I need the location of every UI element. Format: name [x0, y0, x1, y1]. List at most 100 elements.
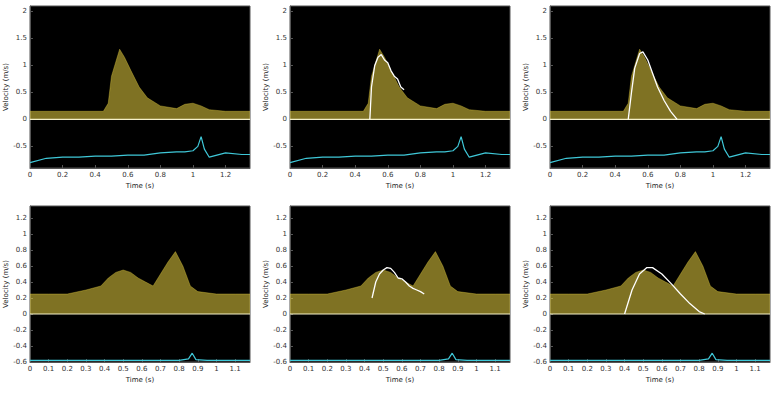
- svg-text:0.5: 0.5: [276, 88, 287, 96]
- svg-text:1: 1: [283, 230, 287, 238]
- svg-text:0.2: 0.2: [16, 294, 27, 302]
- svg-text:0.9: 0.9: [712, 365, 723, 373]
- svg-text:0.8: 0.8: [155, 171, 166, 179]
- svg-text:0.8: 0.8: [434, 365, 445, 373]
- svg-text:0.6: 0.6: [16, 262, 28, 270]
- svg-text:0.9: 0.9: [192, 365, 203, 373]
- svg-text:1: 1: [191, 171, 195, 179]
- svg-text:0.6: 0.6: [396, 365, 408, 373]
- svg-text:2: 2: [283, 7, 287, 15]
- svg-text:1: 1: [283, 61, 287, 69]
- svg-text:0.6: 0.6: [382, 171, 394, 179]
- svg-text:0.8: 0.8: [675, 171, 686, 179]
- svg-text:Velocity (m/s): Velocity (m/s): [522, 260, 530, 308]
- svg-text:1.2: 1.2: [480, 171, 491, 179]
- svg-text:0.2: 0.2: [62, 365, 73, 373]
- svg-text:-0.5: -0.5: [533, 142, 547, 150]
- svg-text:0.2: 0.2: [322, 365, 333, 373]
- svg-text:Velocity (m/s): Velocity (m/s): [262, 260, 270, 308]
- svg-text:0.8: 0.8: [276, 246, 287, 254]
- svg-text:0.5: 0.5: [378, 365, 389, 373]
- svg-text:0.6: 0.6: [656, 365, 668, 373]
- svg-text:0.9: 0.9: [452, 365, 463, 373]
- svg-text:0.5: 0.5: [118, 365, 129, 373]
- svg-text:0.1: 0.1: [43, 365, 54, 373]
- svg-text:0.1: 0.1: [303, 365, 314, 373]
- svg-text:Time (s): Time (s): [385, 182, 415, 190]
- svg-text:0.7: 0.7: [675, 365, 686, 373]
- svg-text:1.1: 1.1: [750, 365, 761, 373]
- svg-text:0.2: 0.2: [577, 171, 588, 179]
- svg-text:Velocity (m/s): Velocity (m/s): [2, 260, 10, 308]
- svg-text:Time (s): Time (s): [385, 376, 415, 384]
- svg-text:Time (s): Time (s): [645, 376, 675, 384]
- svg-text:0.2: 0.2: [317, 171, 328, 179]
- svg-text:1: 1: [543, 61, 547, 69]
- svg-text:0.6: 0.6: [276, 262, 288, 270]
- svg-text:1.5: 1.5: [16, 34, 27, 42]
- svg-text:Velocity (m/s): Velocity (m/s): [262, 63, 270, 111]
- svg-text:0: 0: [543, 115, 547, 123]
- svg-text:0.4: 0.4: [350, 171, 362, 179]
- svg-text:0.3: 0.3: [340, 365, 351, 373]
- svg-text:0: 0: [23, 310, 27, 318]
- svg-text:1.5: 1.5: [276, 34, 287, 42]
- svg-text:-0.4: -0.4: [273, 342, 287, 350]
- svg-text:-0.2: -0.2: [533, 326, 547, 334]
- svg-text:0.4: 0.4: [610, 171, 622, 179]
- svg-text:1.5: 1.5: [536, 34, 547, 42]
- svg-text:0.5: 0.5: [16, 88, 27, 96]
- svg-text:2: 2: [23, 7, 27, 15]
- svg-text:0.7: 0.7: [415, 365, 426, 373]
- svg-text:0: 0: [548, 365, 552, 373]
- svg-text:Velocity (m/s): Velocity (m/s): [2, 63, 10, 111]
- svg-text:0.2: 0.2: [536, 294, 547, 302]
- svg-text:-0.6: -0.6: [533, 358, 547, 366]
- svg-text:0.4: 0.4: [99, 365, 111, 373]
- svg-text:0.4: 0.4: [536, 278, 548, 286]
- svg-text:1.2: 1.2: [536, 214, 547, 222]
- svg-text:0: 0: [288, 171, 292, 179]
- svg-text:0: 0: [288, 365, 292, 373]
- svg-text:1.2: 1.2: [276, 214, 287, 222]
- svg-text:2: 2: [543, 7, 547, 15]
- svg-text:0.4: 0.4: [16, 278, 28, 286]
- svg-text:0.6: 0.6: [536, 262, 548, 270]
- svg-text:0.4: 0.4: [619, 365, 631, 373]
- svg-text:0.4: 0.4: [90, 171, 102, 179]
- svg-text:1: 1: [474, 365, 478, 373]
- svg-text:1: 1: [23, 61, 27, 69]
- svg-text:0.1: 0.1: [563, 365, 574, 373]
- svg-text:0: 0: [28, 171, 32, 179]
- svg-text:0.2: 0.2: [57, 171, 68, 179]
- svg-text:-0.5: -0.5: [13, 142, 27, 150]
- svg-text:0.6: 0.6: [642, 171, 654, 179]
- svg-text:0: 0: [548, 171, 552, 179]
- svg-text:0.4: 0.4: [359, 365, 371, 373]
- svg-text:0: 0: [23, 115, 27, 123]
- svg-text:1: 1: [734, 365, 738, 373]
- svg-text:0.4: 0.4: [276, 278, 288, 286]
- svg-text:Time (s): Time (s): [125, 376, 155, 384]
- svg-text:1.2: 1.2: [740, 171, 751, 179]
- svg-text:1: 1: [711, 171, 715, 179]
- svg-text:Velocity (m/s): Velocity (m/s): [522, 63, 530, 111]
- svg-text:0.3: 0.3: [600, 365, 611, 373]
- svg-text:0.8: 0.8: [694, 365, 705, 373]
- svg-text:0: 0: [28, 365, 32, 373]
- svg-text:0.6: 0.6: [122, 171, 134, 179]
- svg-text:-0.5: -0.5: [273, 142, 287, 150]
- svg-text:1: 1: [543, 230, 547, 238]
- svg-text:1.2: 1.2: [16, 214, 27, 222]
- svg-text:1: 1: [214, 365, 218, 373]
- svg-text:0.8: 0.8: [536, 246, 547, 254]
- svg-text:0.5: 0.5: [536, 88, 547, 96]
- svg-text:Time (s): Time (s): [645, 182, 675, 190]
- svg-text:-0.6: -0.6: [273, 358, 287, 366]
- svg-text:Time (s): Time (s): [125, 182, 155, 190]
- svg-text:0.2: 0.2: [276, 294, 287, 302]
- svg-text:0.8: 0.8: [16, 246, 27, 254]
- svg-text:1.1: 1.1: [230, 365, 241, 373]
- svg-text:0.2: 0.2: [582, 365, 593, 373]
- svg-text:1: 1: [23, 230, 27, 238]
